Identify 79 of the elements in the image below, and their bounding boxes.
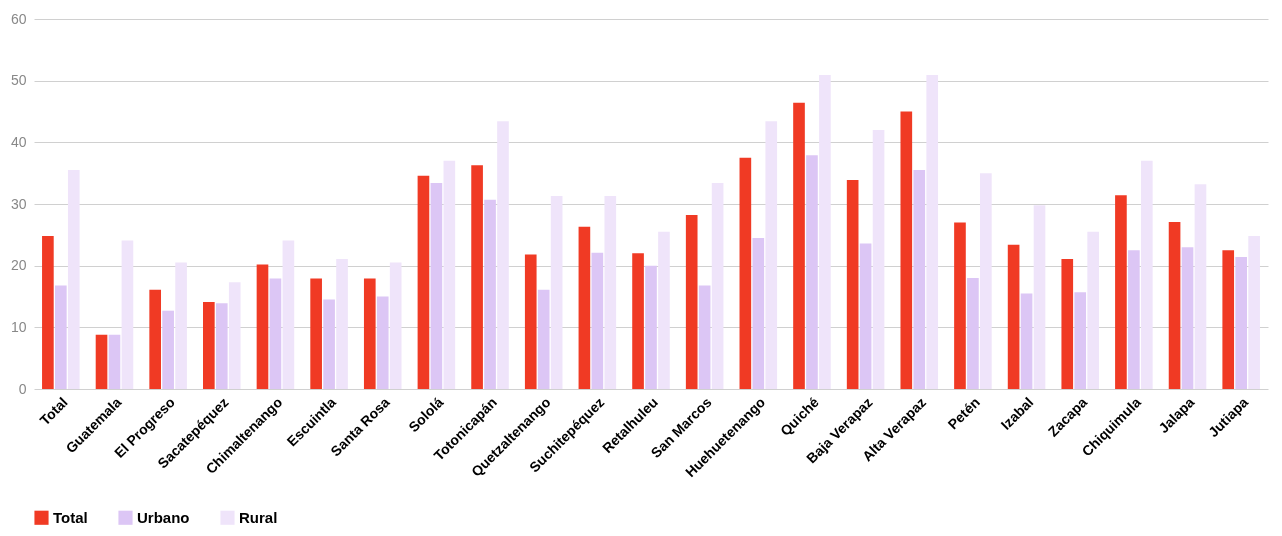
bar [913, 170, 926, 389]
bar [685, 215, 698, 389]
y-tick-label: 40 [10, 133, 27, 150]
bar [417, 175, 430, 389]
bar [1235, 257, 1247, 389]
bar [95, 334, 108, 389]
bar [363, 278, 376, 389]
bar [900, 111, 913, 389]
bar [215, 303, 228, 389]
bar [739, 157, 752, 389]
bar [282, 240, 295, 389]
bar [108, 334, 121, 389]
bar [1140, 160, 1153, 389]
bar [1181, 247, 1194, 389]
bar [1168, 221, 1181, 389]
bar [1033, 205, 1046, 389]
bar [175, 262, 187, 389]
bar [484, 199, 496, 389]
bar [806, 155, 818, 389]
y-tick-label: 50 [10, 72, 27, 89]
bar [752, 237, 765, 389]
bar [711, 183, 724, 389]
bar [926, 75, 939, 389]
bar [203, 302, 215, 389]
bar [1061, 258, 1074, 389]
bar [121, 240, 134, 389]
bar [537, 289, 550, 389]
bar [793, 102, 805, 389]
bar [859, 243, 872, 389]
bar [1074, 292, 1087, 389]
bar [872, 130, 885, 389]
bar [55, 285, 67, 389]
bar [162, 310, 174, 389]
bar [256, 264, 269, 389]
bar [471, 165, 483, 389]
bar [1020, 293, 1033, 389]
bar [1194, 184, 1207, 389]
legend-label: Rural [239, 508, 278, 526]
y-tick-label: 30 [10, 195, 27, 212]
bar [67, 170, 80, 389]
y-tick-label: 0 [18, 380, 27, 397]
bar [1248, 236, 1260, 389]
bar [1115, 195, 1127, 389]
bar [336, 258, 348, 389]
bar [323, 299, 335, 389]
legend-label: Urbano [137, 508, 190, 526]
bar [376, 296, 389, 389]
bar [765, 121, 778, 389]
bar [524, 254, 537, 389]
bar [578, 226, 591, 389]
bar [604, 195, 617, 389]
y-tick-label: 10 [10, 318, 27, 335]
bar [846, 179, 859, 389]
bar [967, 278, 979, 389]
bar [632, 253, 644, 389]
bar [42, 236, 54, 389]
bar [645, 265, 657, 389]
bar [389, 262, 402, 389]
bar [430, 183, 443, 389]
bar [698, 285, 711, 389]
bar [1087, 231, 1099, 389]
bar [228, 282, 241, 389]
bar [1007, 244, 1020, 389]
bar [819, 75, 831, 389]
bar [310, 278, 322, 389]
y-tick-label: 60 [10, 10, 27, 27]
bar [497, 121, 509, 389]
bar [1128, 250, 1140, 389]
bar [149, 289, 162, 389]
bar [1222, 250, 1235, 389]
legend-label: Total [53, 508, 88, 526]
bar [443, 160, 456, 389]
bar [269, 278, 282, 389]
bar [954, 222, 966, 389]
bar [550, 195, 563, 389]
bar [591, 252, 604, 389]
y-tick-label: 20 [10, 257, 27, 274]
bar [980, 173, 992, 389]
bar [658, 231, 670, 389]
